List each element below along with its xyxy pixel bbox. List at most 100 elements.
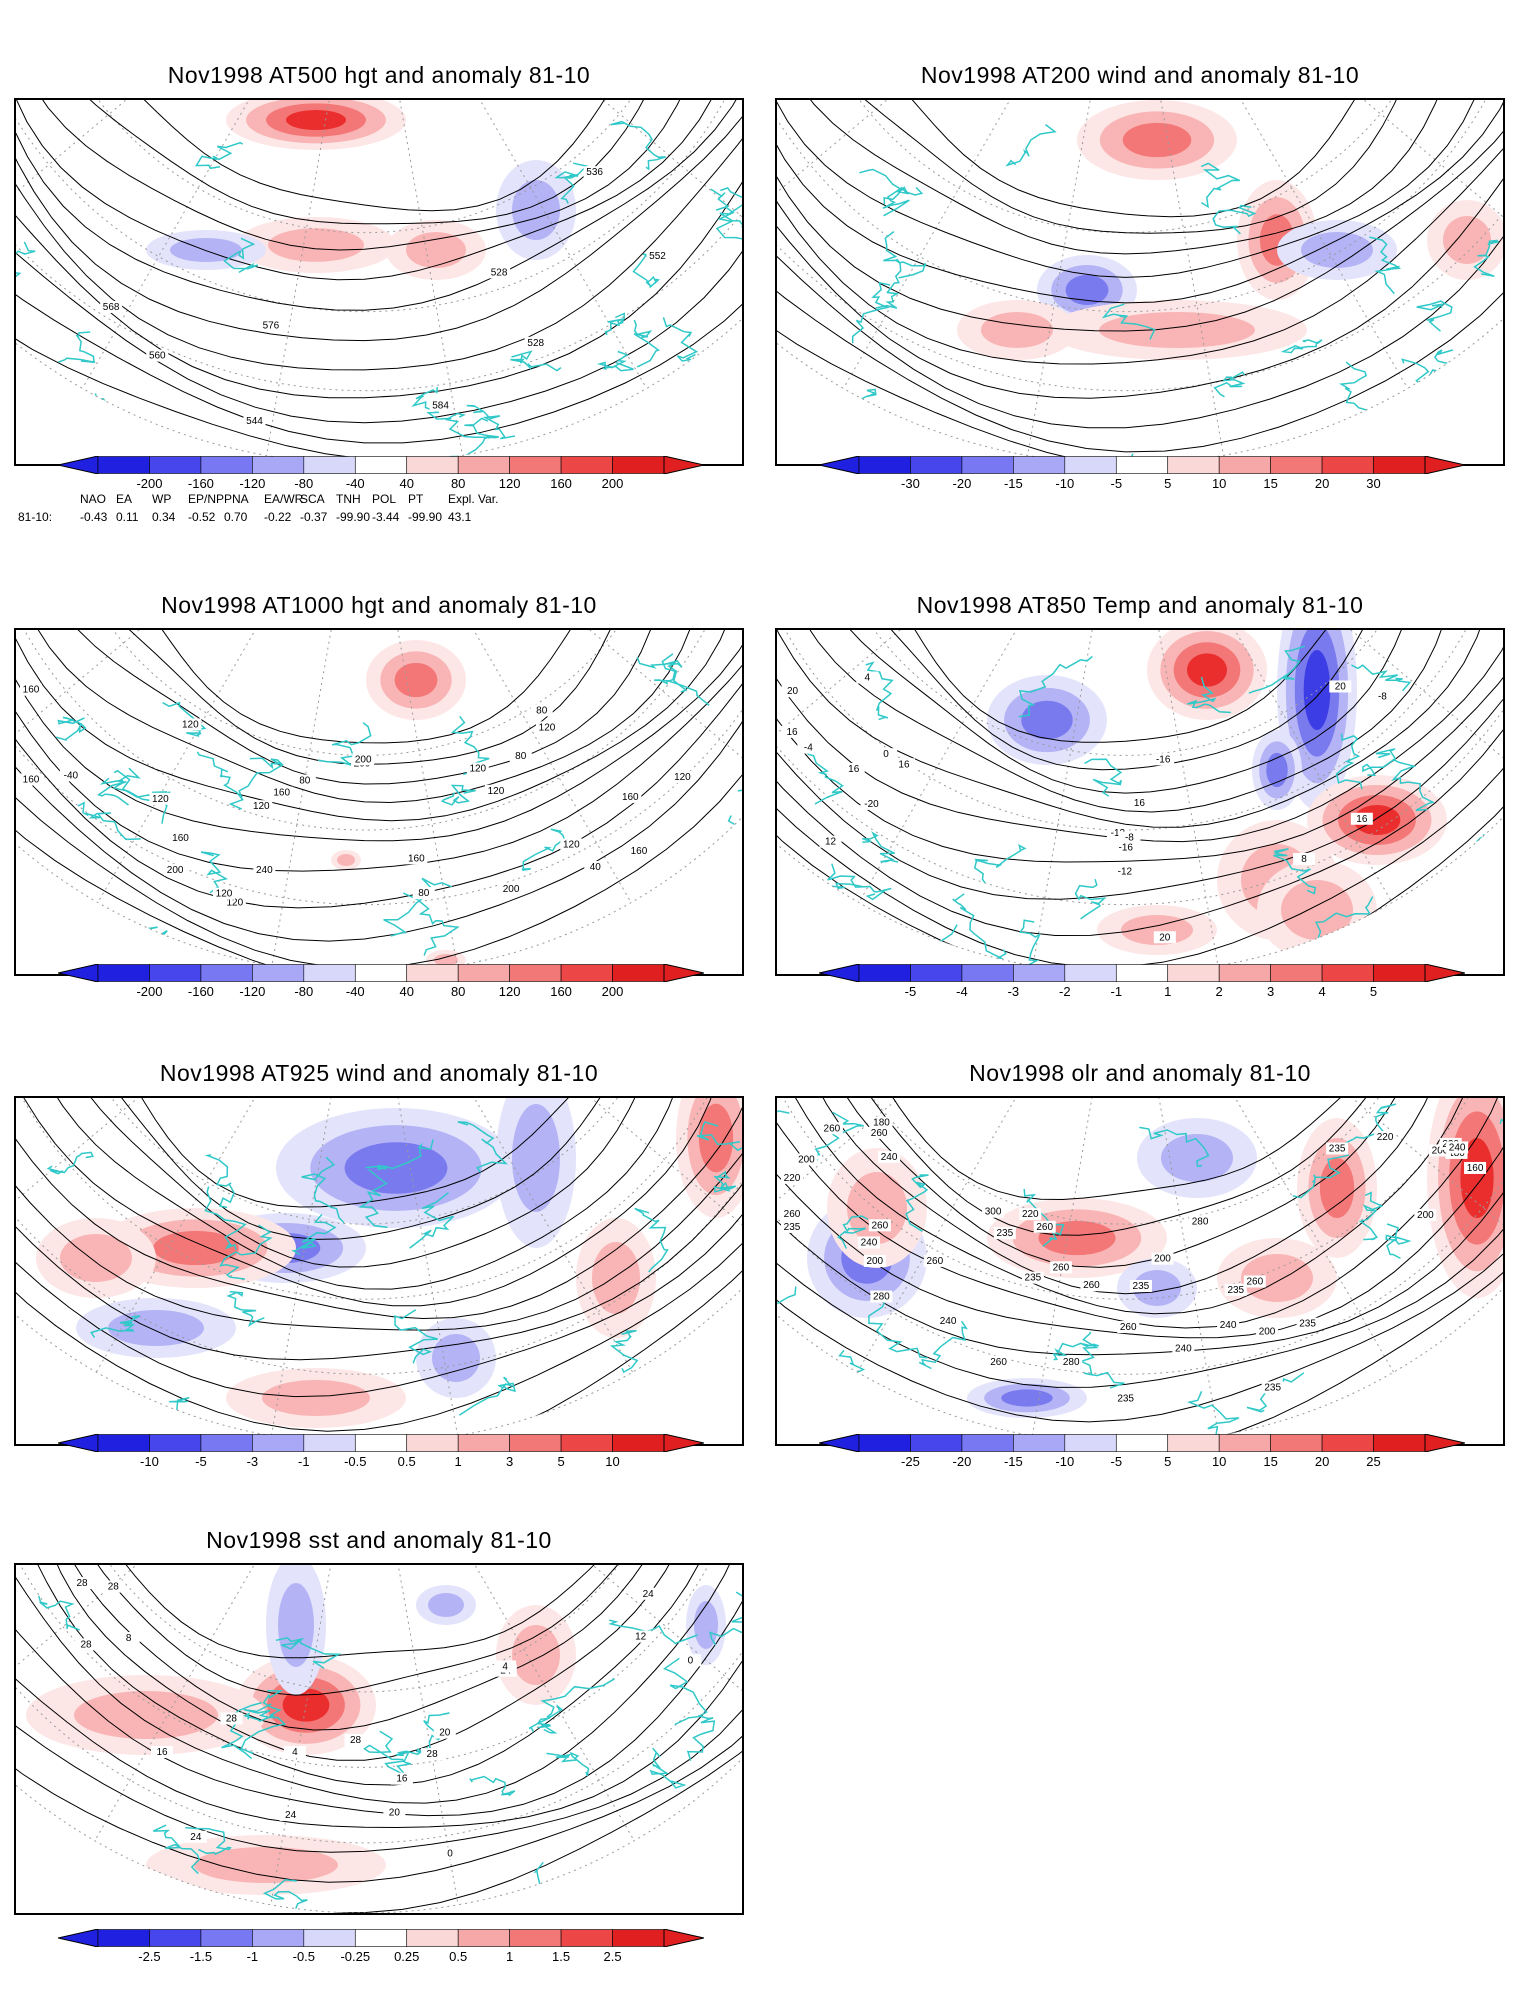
colorbar-tick-label: 3 <box>1267 984 1275 999</box>
coastline <box>457 1121 508 1173</box>
contour-label-bg <box>20 683 42 696</box>
positive-anomaly-area <box>1241 1254 1313 1302</box>
contour-label-bg <box>243 415 266 428</box>
contour-line <box>777 1098 1477 1295</box>
colorbar-tick-label: 25 <box>1366 1454 1381 1469</box>
coastline <box>444 412 499 439</box>
coastline <box>727 815 742 856</box>
colorbar-segment <box>303 456 356 474</box>
coastline <box>152 1824 201 1875</box>
contour-label-bg <box>1019 1208 1042 1221</box>
coastline <box>814 882 864 926</box>
contour-line <box>18 100 696 225</box>
index-header: PNA <box>224 492 249 506</box>
colorbar-tick-label: -3 <box>246 1454 259 1469</box>
meridian-line <box>1125 630 1446 974</box>
colorbar-segment <box>858 1434 911 1452</box>
meridian-line <box>805 630 1126 974</box>
coastline <box>837 1215 869 1249</box>
contour-label-bg <box>283 1746 306 1759</box>
coastline <box>875 258 902 309</box>
coastline <box>185 1826 232 1856</box>
positive-anomaly-area <box>194 1847 338 1883</box>
contour-label-bg <box>466 762 489 775</box>
map-canvas <box>16 1098 742 1444</box>
index-header: PT <box>408 492 424 506</box>
coastline <box>1200 162 1240 209</box>
contour-label-bg <box>1033 1220 1056 1233</box>
positive-anomaly-area <box>1353 805 1401 835</box>
colorbar-segment <box>560 1929 613 1947</box>
coastline <box>918 1320 968 1370</box>
panel-title: Nov1998 sst and anomaly 81-10 <box>206 1527 552 1553</box>
coastline <box>862 831 899 863</box>
contour-label-bg <box>892 758 915 771</box>
colorbar-low-arrow <box>58 964 99 982</box>
meridian-line <box>16 630 365 853</box>
colorbar-high-arrow <box>663 964 704 982</box>
contour-label-bg <box>1224 1283 1247 1296</box>
map-canvas: 1601208016020040-40120801601202002402001… <box>16 630 742 974</box>
contour-label: -8 <box>1378 692 1387 703</box>
colorbar-segment <box>303 1929 356 1947</box>
contour-label: -12 <box>1111 828 1126 839</box>
contour-label-bg <box>179 718 202 731</box>
colorbar-segment <box>97 1434 150 1452</box>
contour-label: -20 <box>864 799 879 810</box>
contour-label: -12 <box>1118 866 1133 877</box>
coastline <box>610 120 666 171</box>
index-header: Expl. Var. <box>448 492 499 506</box>
contour-label-bg <box>619 790 642 803</box>
coastline <box>1416 300 1453 332</box>
contour-label-bg <box>987 1355 1010 1368</box>
contour-label-bg <box>100 300 123 313</box>
contour-label-bg <box>433 1726 456 1739</box>
index-value: -99.90 <box>336 510 371 524</box>
contour-label-bg <box>1151 1252 1174 1265</box>
colorbar-segment <box>1064 964 1117 982</box>
meridian-line <box>364 630 742 853</box>
colorbar-tick-label: 1 <box>454 1454 462 1469</box>
negative-anomaly-area <box>1001 1389 1053 1407</box>
coastline <box>162 701 207 737</box>
negative-anomaly-area <box>432 1334 480 1382</box>
coastline <box>394 1309 439 1364</box>
contour-label: 120 <box>216 889 233 900</box>
colorbar-tick-label: 120 <box>498 476 521 491</box>
contour-label-bg <box>671 770 694 783</box>
contour-label: 120 <box>539 722 556 733</box>
index-value: 0.34 <box>152 510 176 524</box>
contour-label: 528 <box>491 267 508 278</box>
index-value: -3.44 <box>372 510 400 524</box>
index-value: 0.11 <box>116 510 139 524</box>
colorbar-labels: -25 -20 -15 -10 -5 5 10 15 20 25 <box>819 1454 1465 1470</box>
colorbar-segment <box>509 1929 562 1947</box>
map-frame: 1601208016020040-40120801601202002402001… <box>14 628 744 976</box>
coastline <box>1473 239 1500 277</box>
meridian-line <box>363 630 477 974</box>
index-header: SCA <box>300 492 325 506</box>
coastline <box>636 656 688 693</box>
contour-label-bg <box>583 166 606 179</box>
coastline <box>1351 664 1412 692</box>
coastline <box>536 1703 564 1734</box>
coastline <box>1475 834 1503 890</box>
colorbar-segment <box>457 964 510 982</box>
colorbar-tick-label: 15 <box>1263 476 1278 491</box>
contour-label: 80 <box>515 751 527 762</box>
coastline <box>169 1396 207 1428</box>
contour-label-bg <box>781 1220 803 1233</box>
contour-label-bg <box>293 774 316 787</box>
contour-label-bg <box>781 725 803 738</box>
contour-label-bg <box>352 753 375 766</box>
contour-label: 260 <box>990 1357 1007 1368</box>
contour-label: 235 <box>1329 1143 1346 1154</box>
contour-label-bg <box>1293 852 1316 865</box>
colorbar-tick-label: -0.5 <box>292 1949 316 1964</box>
colorbar-bar <box>819 1434 1465 1452</box>
coastline <box>365 1139 434 1171</box>
map-canvas: 2352602352202001801602001802002202402352… <box>777 1098 1503 1444</box>
colorbar-segment <box>509 1434 562 1452</box>
contour-label: 200 <box>1154 1254 1171 1265</box>
coastline <box>528 1678 615 1733</box>
